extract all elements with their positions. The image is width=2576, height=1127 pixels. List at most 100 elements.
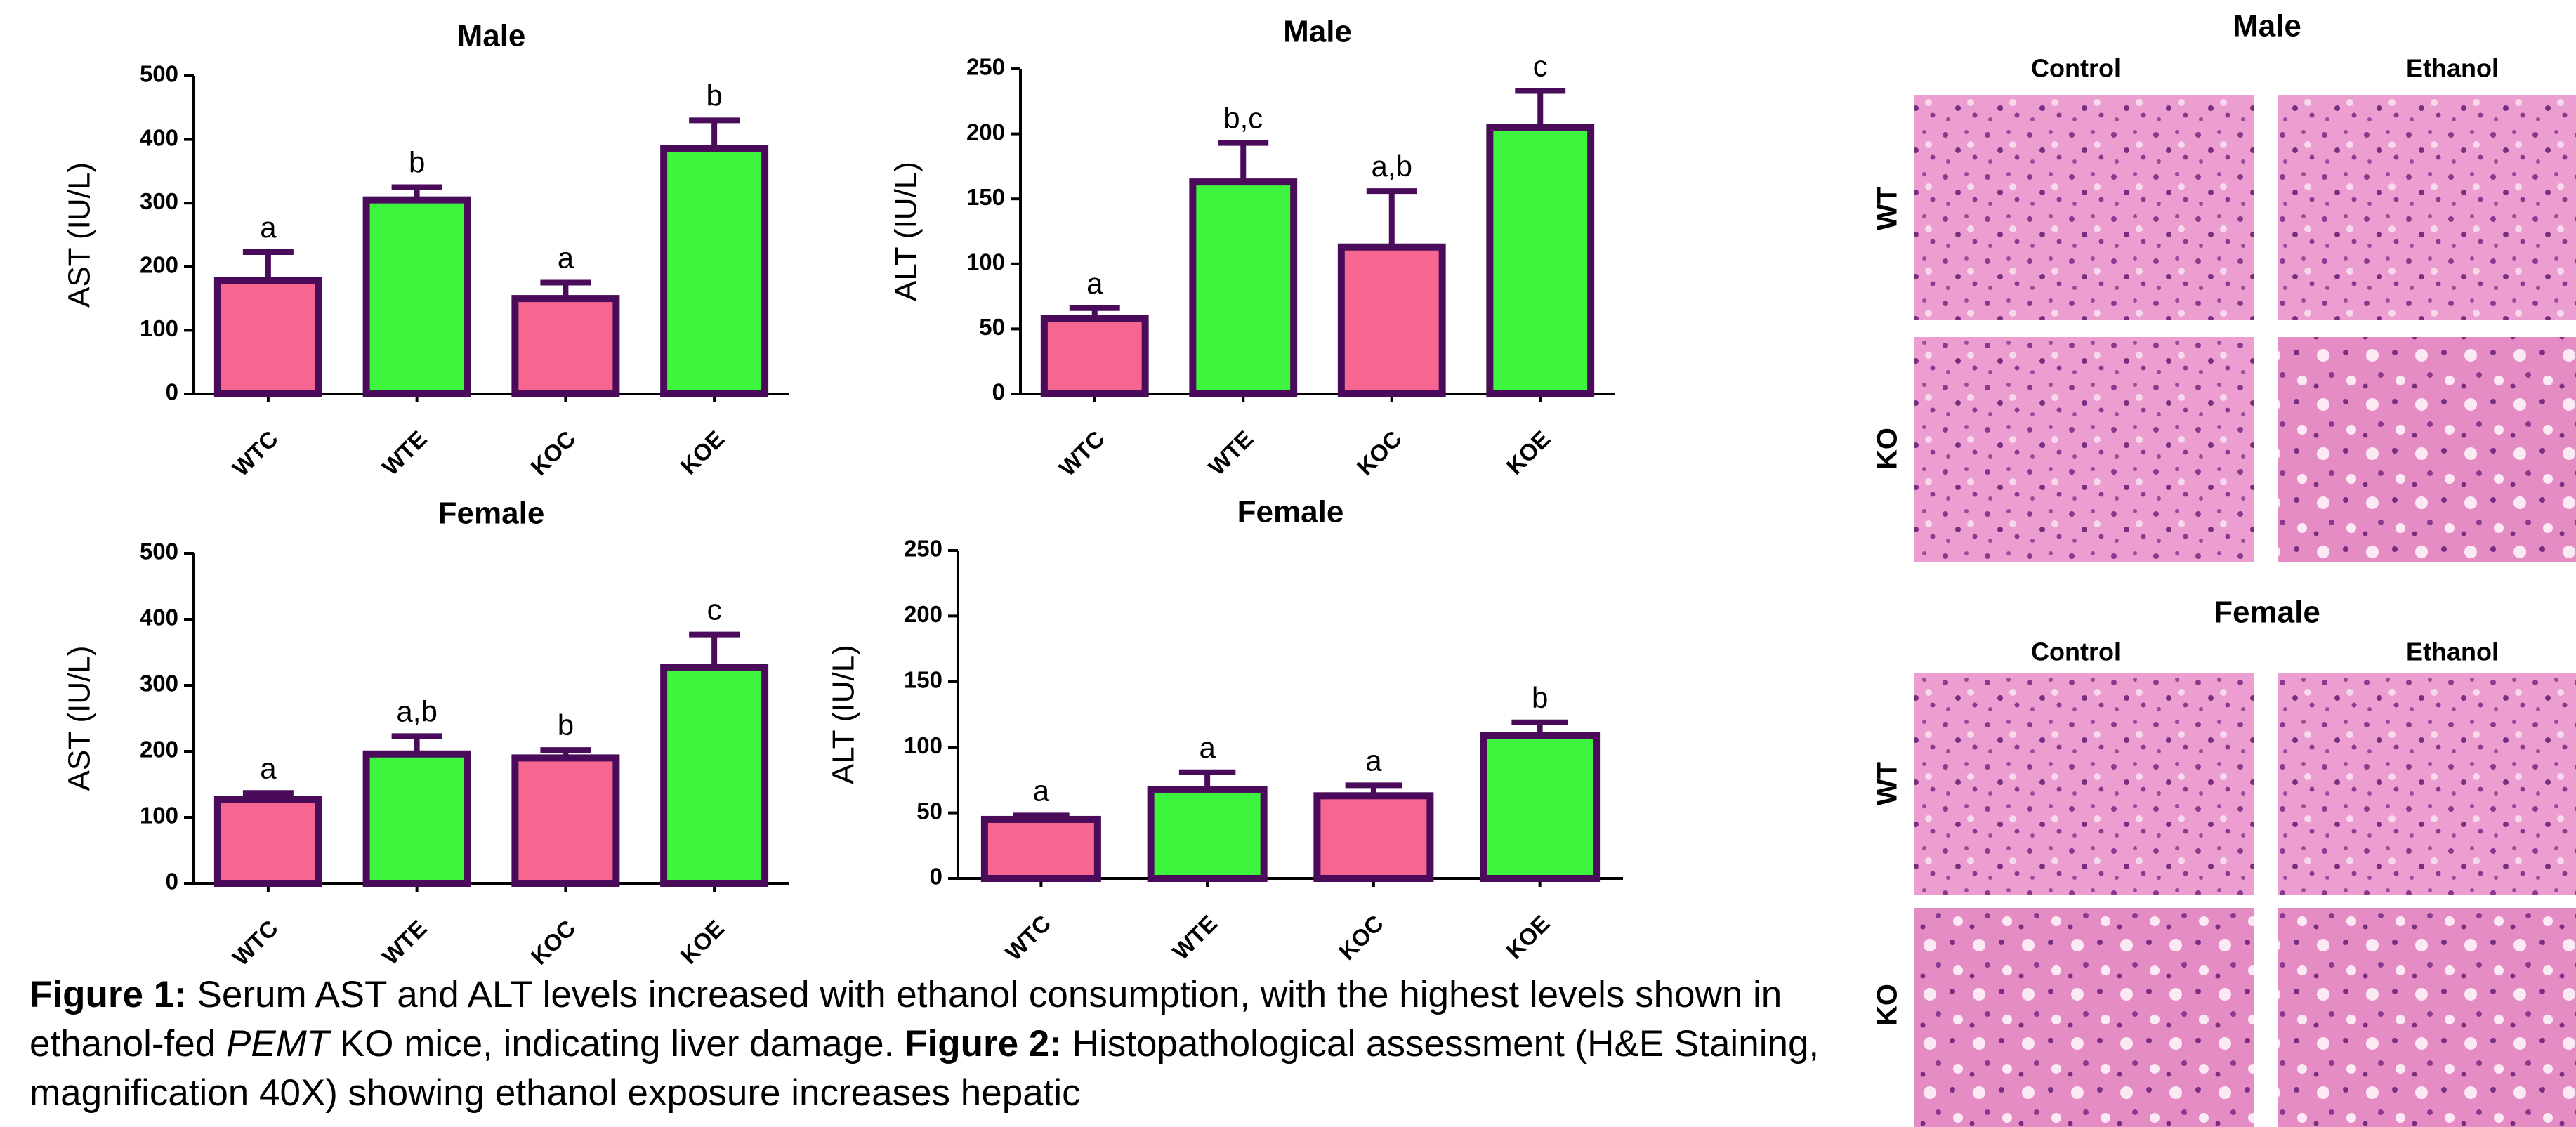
x-tick-label: KOC <box>1334 910 1388 965</box>
y-tick-label: 0 <box>992 379 1005 405</box>
bar <box>1317 796 1430 878</box>
y-axis-label: AST (IU/L) <box>63 645 97 791</box>
significance-label: a,b <box>1372 150 1412 183</box>
x-tick-label: WTE <box>377 426 432 480</box>
significance-label: c <box>707 593 722 626</box>
y-tick-label: 500 <box>140 539 178 565</box>
y-tick-label: 100 <box>966 249 1005 275</box>
significance-label: a <box>1033 774 1050 807</box>
significance-label: b <box>558 709 574 742</box>
y-tick-label: 200 <box>140 737 178 763</box>
y-tick-label: 0 <box>166 379 178 405</box>
x-tick-label: KOC <box>525 426 580 480</box>
chart-title: Male <box>1283 15 1352 49</box>
x-tick-label: KOE <box>1501 910 1555 964</box>
x-tick-label: WTE <box>1203 426 1258 480</box>
bar <box>985 819 1098 878</box>
histology-female-wt-control <box>1914 673 2254 895</box>
y-tick-label: 200 <box>140 252 178 278</box>
column-label: Ethanol <box>2406 638 2499 666</box>
significance-label: a <box>558 242 574 275</box>
x-tick-label: WTC <box>1054 426 1110 481</box>
y-tick-label: 150 <box>966 184 1005 210</box>
y-tick-label: 50 <box>916 798 942 824</box>
y-tick-label: 250 <box>966 54 1005 80</box>
bar <box>367 200 468 394</box>
significance-label: a <box>1365 744 1382 777</box>
significance-label: a <box>260 211 277 244</box>
histology-male-ko-ethanol <box>2278 337 2576 562</box>
bar <box>515 758 616 883</box>
bar <box>664 668 765 883</box>
chart-title: Female <box>438 496 545 531</box>
significance-label: a,b <box>396 694 437 727</box>
bar <box>1483 735 1596 878</box>
histology-title: Male <box>2233 9 2301 44</box>
page: Male Control Ethanol WT KO Female Contro… <box>0 0 2576 1127</box>
column-label: Control <box>2031 54 2121 83</box>
x-tick-label: KOE <box>1501 426 1556 480</box>
x-tick-label: KOC <box>525 915 580 970</box>
significance-label: a <box>1199 731 1216 764</box>
column-label: Control <box>2031 638 2121 666</box>
y-tick-label: 0 <box>930 864 942 890</box>
bar <box>367 754 468 883</box>
y-tick-label: 100 <box>904 732 942 758</box>
y-tick-label: 500 <box>140 61 178 87</box>
histology-title: Female <box>2214 595 2320 630</box>
x-tick-label: WTC <box>228 915 283 970</box>
bar <box>1341 247 1443 394</box>
bar <box>664 148 765 394</box>
caption-label: Figure 2: <box>905 1023 1062 1065</box>
caption-text: KO mice, indicating liver damage. <box>340 1023 894 1065</box>
x-tick-label: WTC <box>228 426 283 481</box>
x-tick-label: WTE <box>377 915 432 970</box>
significance-label: b,c <box>1223 102 1263 135</box>
row-label: KO <box>1872 984 1903 1026</box>
caption-label: Figure 1: <box>29 974 187 1015</box>
y-axis-label: AST (IU/L) <box>63 162 97 308</box>
column-label: Ethanol <box>2406 54 2499 83</box>
y-tick-label: 400 <box>140 605 178 631</box>
bar <box>1192 182 1294 394</box>
x-tick-label: WTC <box>1000 910 1056 965</box>
chart-title: Female <box>1237 495 1344 529</box>
x-tick-label: KOE <box>676 915 730 969</box>
bar <box>1151 789 1264 878</box>
x-tick-label: KOC <box>1352 426 1407 480</box>
histology-female-wt-ethanol <box>2278 673 2576 895</box>
histology-female-ko-ethanol <box>2278 908 2576 1127</box>
y-tick-label: 300 <box>140 188 178 214</box>
y-tick-label: 300 <box>140 671 178 697</box>
bar <box>218 800 319 883</box>
histology-female-ko-control <box>1914 908 2254 1127</box>
caption-gene: PEMT <box>226 1023 329 1065</box>
y-tick-label: 400 <box>140 124 178 150</box>
bar <box>515 298 616 394</box>
caption: Figure 1: Serum AST and ALT levels incre… <box>29 970 1855 1118</box>
significance-label: b <box>1532 681 1548 714</box>
y-tick-label: 250 <box>904 536 942 562</box>
row-label: WT <box>1872 762 1903 805</box>
y-axis-label: ALT (IU/L) <box>827 645 861 784</box>
significance-label: b <box>409 146 425 179</box>
y-tick-label: 100 <box>140 315 178 341</box>
significance-label: a <box>1086 267 1103 300</box>
bar <box>1044 319 1145 394</box>
significance-label: a <box>260 751 277 784</box>
y-tick-label: 200 <box>904 601 942 627</box>
bar <box>1490 127 1591 394</box>
y-tick-label: 0 <box>166 869 178 895</box>
y-tick-label: 50 <box>979 314 1005 340</box>
x-tick-label: KOE <box>676 426 730 480</box>
significance-label: c <box>1533 50 1548 83</box>
y-tick-label: 200 <box>966 119 1005 145</box>
histology-male-wt-ethanol <box>2278 95 2576 320</box>
y-tick-label: 100 <box>140 803 178 829</box>
significance-label: b <box>706 79 722 112</box>
row-label: KO <box>1872 428 1903 470</box>
bar <box>218 281 319 394</box>
histology-male-wt-control <box>1914 95 2254 320</box>
chart-title: Male <box>457 19 526 53</box>
y-axis-label: ALT (IU/L) <box>889 162 924 301</box>
